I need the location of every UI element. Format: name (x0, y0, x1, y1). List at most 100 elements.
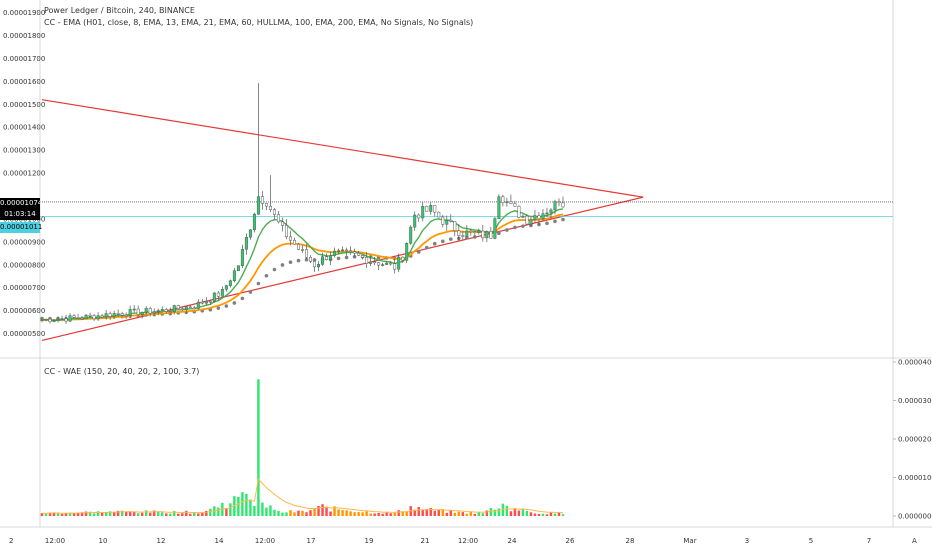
wae-bar (545, 514, 549, 516)
wae-bar (353, 512, 356, 516)
wae-bar (441, 509, 445, 516)
hull-dot (304, 257, 309, 262)
price-tick-label: 0.00001400 (3, 124, 45, 132)
candle-body (184, 306, 188, 310)
wae-bar (385, 511, 388, 516)
wae-bar (128, 511, 132, 516)
wae-bar (293, 512, 296, 516)
candle-body (164, 309, 168, 312)
hull-dot (553, 219, 557, 224)
wae-bar (365, 511, 368, 516)
candle-body (361, 255, 365, 258)
wae-bar (285, 512, 288, 516)
candle-body (545, 212, 549, 215)
candle-body (192, 307, 196, 310)
wae-bar (373, 513, 376, 516)
candle-body (529, 219, 533, 225)
wae-bar (245, 493, 248, 516)
candle-body (309, 256, 312, 262)
wae-bar (329, 511, 332, 516)
wae-bar (429, 507, 432, 516)
candle-body (405, 243, 409, 261)
candle-body (272, 209, 276, 215)
candle-body (256, 196, 260, 215)
price-tick-label: 0.00001300 (3, 147, 45, 155)
wae-bar (165, 513, 168, 516)
hull-dot (521, 224, 525, 228)
price-tick-label: 0.00001500 (3, 101, 45, 109)
candle-body (333, 250, 337, 256)
candle-body (501, 196, 505, 204)
candle-body (553, 201, 557, 211)
hull-dot (352, 255, 357, 259)
candle-body (513, 203, 517, 207)
candle-body (465, 230, 469, 237)
wae-bar (181, 513, 184, 516)
wae-bar (132, 512, 136, 516)
wae-bar (68, 512, 72, 516)
wae-bar (473, 513, 477, 516)
candle-body (64, 318, 68, 322)
candle-body (188, 306, 192, 309)
hull-dot (288, 260, 293, 265)
line-price-badge: 0.00001011 (0, 222, 43, 233)
wae-bar (169, 513, 172, 516)
hull-dot (473, 235, 477, 239)
candle-body (293, 239, 296, 245)
wae-bar (321, 504, 324, 516)
candle-body (541, 213, 545, 220)
wae-bar (253, 505, 256, 516)
candle-body (517, 205, 521, 218)
wae-bar (205, 510, 208, 516)
time-tick-label: 12:00 (45, 537, 65, 545)
wae-bar (517, 510, 521, 516)
candle-body (557, 201, 561, 204)
hull-dot (232, 301, 237, 305)
wae-bar (389, 513, 392, 516)
candle-body (128, 309, 132, 316)
wae-bar (273, 509, 276, 516)
wae-bar (269, 505, 272, 516)
candle-body (537, 215, 541, 220)
sub-tick-label: 0.00003000 (898, 397, 932, 405)
candle-body (160, 309, 164, 311)
time-tick-label: 5 (809, 537, 813, 545)
wae-bar (177, 513, 180, 516)
candle-body (469, 230, 473, 233)
current-price-badge: 0.00001074 (0, 198, 43, 209)
wae-bar (297, 510, 300, 516)
hull-dot (432, 241, 437, 246)
wae-bar (521, 508, 525, 516)
price-tick-label: 0.00001700 (3, 55, 45, 63)
wae-indicator-legend[interactable]: CC - WAE (150, 20, 40, 20, 2, 100, 3.7) (44, 367, 200, 376)
wae-bar (457, 511, 461, 516)
candle-body (461, 235, 465, 237)
wae-bar (357, 512, 360, 516)
wae-bar (541, 513, 545, 516)
candle-body (369, 261, 373, 264)
candle-body (425, 205, 429, 212)
candle-body (485, 231, 489, 239)
price-tick-label: 0.00000900 (3, 238, 45, 246)
wae-bar (301, 510, 304, 516)
ema-indicator-legend[interactable]: CC - EMA (H01, close, 8, EMA, 13, EMA, 2… (44, 18, 474, 27)
candle-body (288, 236, 292, 241)
wae-bar (477, 512, 481, 516)
wae-bar (100, 512, 104, 516)
wae-bar (160, 512, 164, 516)
wae-bar (305, 512, 308, 516)
hull-dot (424, 245, 429, 250)
candle-body (357, 252, 361, 256)
time-tick-label: 12:00 (255, 537, 275, 545)
candle-body (445, 219, 449, 225)
candle-body (208, 300, 212, 303)
wae-bar (40, 513, 44, 516)
wae-bar (80, 512, 84, 516)
candle-body (228, 280, 232, 286)
candle-body (413, 214, 417, 228)
wae-bar (241, 492, 244, 516)
hull-dot (280, 263, 285, 267)
wae-bar (48, 512, 52, 516)
candle-body (48, 318, 52, 323)
